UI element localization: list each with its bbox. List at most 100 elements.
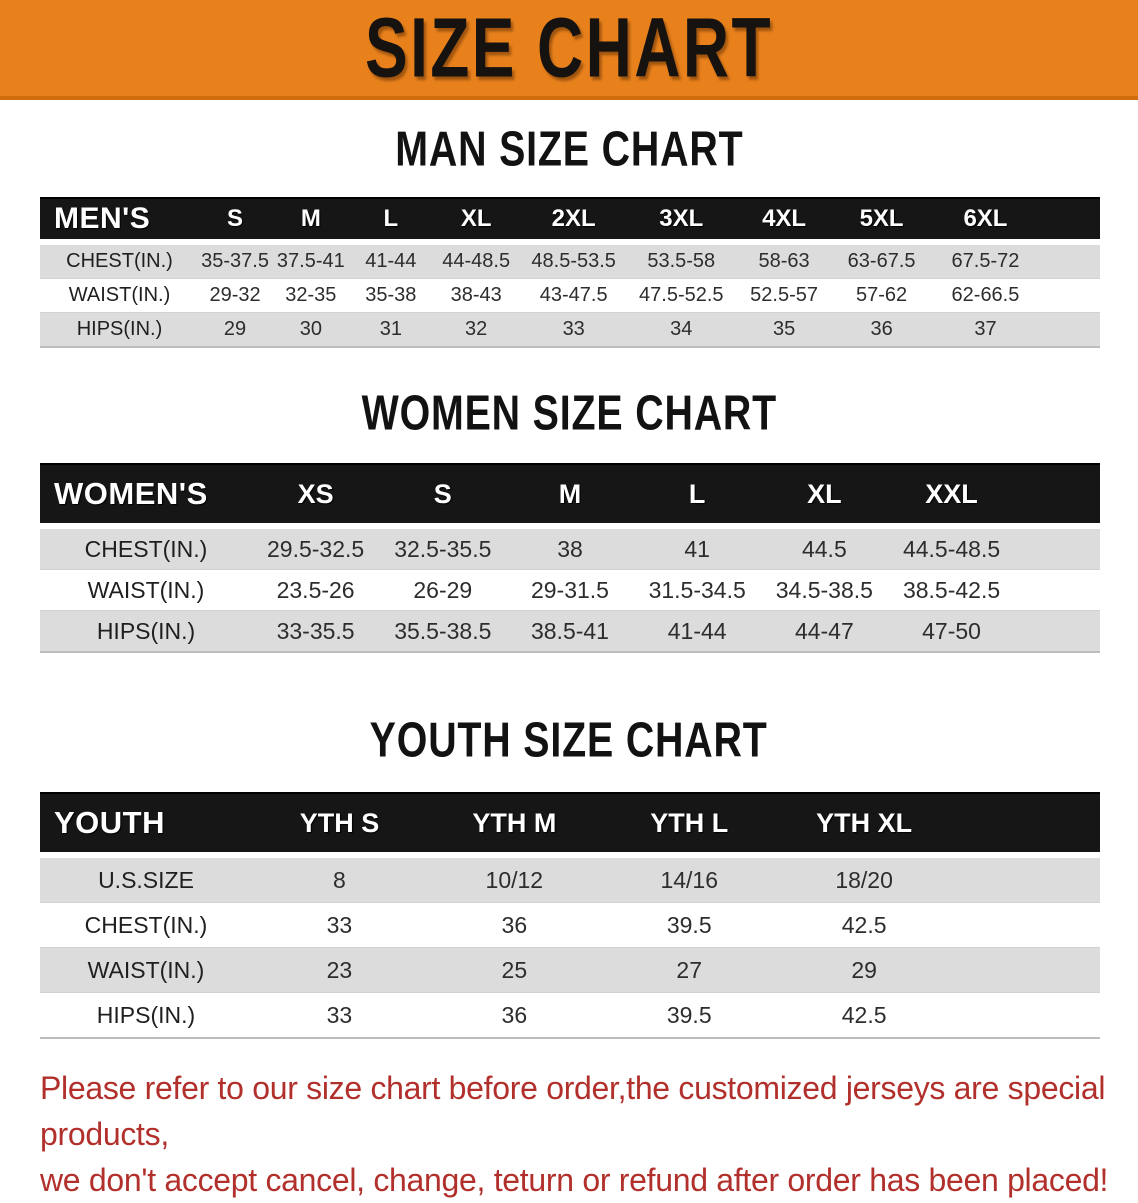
banner-title: SIZE CHART xyxy=(365,0,773,95)
size-value: 10/12 xyxy=(485,866,544,893)
table-row: WAIST(IN.) 29-32 32-35 35-38 38-43 43-47.5 47.… xyxy=(40,278,1100,313)
size-value: 38 xyxy=(557,535,583,562)
man-section-heading-wrap: MAN SIZE CHART xyxy=(0,122,1138,177)
spacer-cell xyxy=(1040,279,1100,313)
size-value: 47-50 xyxy=(922,617,981,644)
table-row: HIPS(IN.) 33-35.5 35.5-38.5 38.5-41 41-44 44-… xyxy=(40,610,1100,653)
row-label: CHEST(IN.) xyxy=(84,911,208,938)
size-chart-banner: SIZE CHART xyxy=(0,0,1138,100)
spacer-cell xyxy=(952,948,1100,993)
size-value: 33 xyxy=(326,911,353,938)
size-value: 34.5-38.5 xyxy=(775,576,873,603)
column-header: 2XL xyxy=(521,197,627,245)
size-value: 25 xyxy=(501,956,528,983)
disclaimer-line-2: we don't accept cancel, change, teturn o… xyxy=(40,1162,1109,1198)
table-header-label: MEN'S xyxy=(40,197,199,245)
size-value: 38.5-42.5 xyxy=(902,576,1001,603)
size-value: 34 xyxy=(670,318,693,340)
women-section-heading-wrap: WOMEN SIZE CHART xyxy=(0,386,1138,441)
size-value: 63-67.5 xyxy=(847,250,916,272)
size-value: 67.5-72 xyxy=(951,250,1020,272)
column-header: XL xyxy=(431,197,522,245)
size-value: 32.5-35.5 xyxy=(394,535,492,562)
size-value: 62-66.5 xyxy=(951,284,1020,306)
row-label: U.S.SIZE xyxy=(98,866,194,893)
row-label: WAIST(IN.) xyxy=(87,956,205,983)
row-label: HIPS(IN.) xyxy=(76,318,163,340)
size-value: 31.5-34.5 xyxy=(648,576,746,603)
size-value: 33 xyxy=(562,318,585,340)
size-value: 26-29 xyxy=(413,576,473,603)
table-header-row: YOUTH YTH S YTH M YTH L YTH XL xyxy=(40,792,1100,858)
spacer-cell xyxy=(951,792,1100,858)
spacer-cell xyxy=(1015,570,1100,611)
man-section-heading: MAN SIZE CHART xyxy=(394,122,744,177)
size-value: 48.5-53.5 xyxy=(531,250,616,272)
spacer-cell xyxy=(1015,611,1100,653)
size-value: 36 xyxy=(501,911,528,938)
size-value: 36 xyxy=(870,318,893,340)
column-header: YTH L xyxy=(601,792,777,858)
size-value: 42.5 xyxy=(841,911,887,938)
column-header: L xyxy=(633,463,761,529)
size-value: 38-43 xyxy=(450,284,502,306)
size-value: 58-63 xyxy=(758,250,810,272)
disclaimer-line-1: Please refer to our size chart before or… xyxy=(40,1070,1106,1152)
size-value: 37 xyxy=(974,318,997,340)
size-value: 29-31.5 xyxy=(530,576,609,603)
women-section-heading: WOMEN SIZE CHART xyxy=(361,386,777,441)
table-row: CHEST(IN.) 35-37.5 37.5-41 41-44 44-48.5 48.5… xyxy=(40,242,1100,279)
size-value: 41 xyxy=(684,535,710,562)
size-value: 29-32 xyxy=(209,284,261,306)
size-value: 14/16 xyxy=(660,866,718,893)
size-value: 44.5 xyxy=(801,535,847,562)
order-disclaimer: Please refer to our size chart before or… xyxy=(40,1065,1120,1203)
size-value: 33-35.5 xyxy=(276,617,355,644)
size-value: 8 xyxy=(333,866,346,893)
size-value: 43-47.5 xyxy=(539,284,608,306)
size-value: 36 xyxy=(501,1001,528,1028)
table-row: WAIST(IN.) 23.5-26 26-29 29-31.5 31.5-34.5 34… xyxy=(40,569,1100,611)
size-value: 44.5-48.5 xyxy=(902,535,1001,562)
size-value: 32-35 xyxy=(285,284,337,306)
column-header: YTH XL xyxy=(776,792,952,858)
size-value: 38.5-41 xyxy=(530,617,609,644)
size-value: 52.5-57 xyxy=(750,284,818,306)
size-value: 39.5 xyxy=(666,1001,712,1028)
size-value: 42.5 xyxy=(841,1001,887,1028)
size-value: 32 xyxy=(465,318,488,340)
size-value: 23 xyxy=(326,956,353,983)
size-value: 29 xyxy=(851,956,877,983)
table-row: U.S.SIZE 8 10/12 14/16 18/20 xyxy=(40,855,1100,903)
size-value: 37.5-41 xyxy=(276,250,345,272)
size-value: 29 xyxy=(223,318,247,340)
column-header: 4XL xyxy=(736,197,832,245)
column-header: S xyxy=(379,463,507,529)
youth-section-heading-wrap: YOUTH SIZE CHART xyxy=(0,713,1138,768)
size-value: 35.5-38.5 xyxy=(394,617,492,644)
row-label: WAIST(IN.) xyxy=(87,576,205,603)
row-label: CHEST(IN.) xyxy=(66,250,173,272)
column-header: YTH M xyxy=(426,792,602,858)
table-row: HIPS(IN.) 29 30 31 32 33 34 35 36 37 xyxy=(40,312,1100,347)
size-value: 47.5-52.5 xyxy=(639,284,724,306)
size-value: 53.5-58 xyxy=(647,250,716,272)
size-value: 35 xyxy=(772,318,796,340)
size-value: 57-62 xyxy=(856,284,908,306)
column-header: XXL xyxy=(887,463,1016,529)
size-value: 44-47 xyxy=(794,617,854,644)
womens-size-table: WOMEN'S XS S M L XL XXL CHEST(IN.) 29.5-32.5 32.5… xyxy=(40,463,1100,653)
size-value: 44-48.5 xyxy=(442,250,511,272)
youth-size-table: YOUTH YTH S YTH M YTH L YTH XL U.S.SIZE 8 10/12… xyxy=(40,792,1100,1039)
table-row: HIPS(IN.) 33 36 39.5 42.5 xyxy=(40,992,1100,1038)
size-value: 39.5 xyxy=(666,911,712,938)
size-value: 27 xyxy=(676,956,703,983)
size-value: 31 xyxy=(379,318,402,340)
table-row: CHEST(IN.) 33 36 39.5 42.5 xyxy=(40,902,1100,948)
column-header: 3XL xyxy=(626,197,737,245)
table-header-label: YOUTH xyxy=(40,792,252,858)
size-value: 29.5-32.5 xyxy=(267,535,365,562)
spacer-cell xyxy=(1015,526,1100,570)
spacer-cell xyxy=(1040,242,1100,279)
column-header: L xyxy=(350,197,432,245)
